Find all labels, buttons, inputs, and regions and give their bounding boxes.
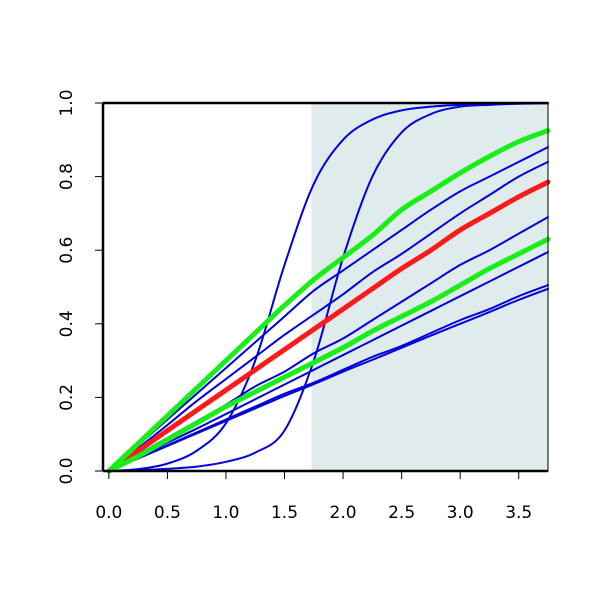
y-tick-label: 0.4: [57, 310, 77, 337]
x-tick-label: 2.5: [388, 503, 415, 523]
series-line-blue-8: [107, 287, 549, 472]
x-tick-label: 0.0: [95, 503, 122, 523]
y-tick-label: 0.8: [57, 163, 77, 190]
y-tick-label: 1.0: [57, 89, 77, 116]
series-line-blue-1: [107, 102, 549, 472]
shaded-region-layer: [311, 103, 548, 471]
y-tick-label: 0.2: [57, 384, 77, 411]
y-tick-label: 0.6: [57, 237, 77, 264]
series-line-red-9: [106, 179, 551, 474]
axes-layer: 0.0 0.5 1.0 1.5 2.0 2.5 3.0 3.5 0.0 0.2 0.4 0.6 0.8 1…: [57, 89, 549, 523]
x-tick-label: 3.0: [447, 503, 474, 523]
y-tick-label: 0.0: [57, 457, 77, 484]
series-line-green-11: [106, 236, 551, 474]
x-tick-label: 1.5: [271, 503, 298, 523]
series-line-blue-3: [107, 146, 549, 472]
series-layer: [106, 102, 551, 474]
x-tick-label: 2.0: [330, 503, 357, 523]
series-line-blue-4: [107, 160, 549, 472]
x-tick-label: 1.0: [212, 503, 239, 523]
series-line-green-10: [106, 128, 551, 474]
x-tick-label: 0.5: [154, 503, 181, 523]
x-tick-label: 3.5: [505, 503, 532, 523]
series-line-blue-6: [107, 251, 549, 472]
shaded-region: [311, 103, 548, 471]
